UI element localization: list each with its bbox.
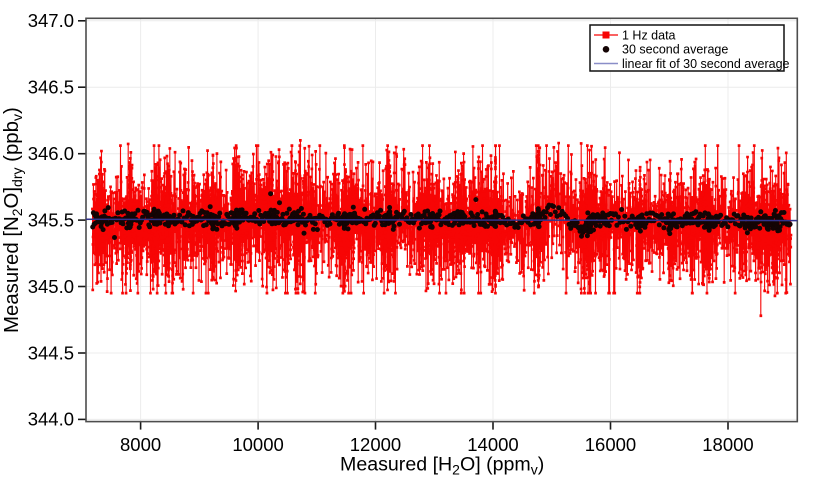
svg-text:347.0: 347.0	[28, 10, 74, 31]
svg-text:1 Hz data: 1 Hz data	[622, 28, 676, 42]
svg-text:14000: 14000	[467, 434, 518, 455]
svg-text:18000: 18000	[702, 434, 753, 455]
svg-text:345.5: 345.5	[28, 209, 74, 230]
svg-text:10000: 10000	[232, 434, 283, 455]
svg-text:344.5: 344.5	[28, 342, 74, 363]
svg-text:linear fit of 30 second averag: linear fit of 30 second average	[622, 57, 790, 71]
svg-text:346.5: 346.5	[28, 77, 74, 98]
svg-text:344.0: 344.0	[28, 409, 74, 430]
svg-text:Measured [H2O] (ppmv): Measured [H2O] (ppmv)	[340, 454, 544, 478]
svg-text:Measured [N2O]dry (ppbv): Measured [N2O]dry (ppbv)	[1, 107, 25, 333]
svg-text:345.0: 345.0	[28, 276, 74, 297]
svg-text:30 second average: 30 second average	[622, 43, 728, 57]
svg-text:8000: 8000	[120, 434, 161, 455]
svg-text:16000: 16000	[585, 434, 636, 455]
svg-text:346.0: 346.0	[28, 143, 74, 164]
svg-text:12000: 12000	[350, 434, 401, 455]
